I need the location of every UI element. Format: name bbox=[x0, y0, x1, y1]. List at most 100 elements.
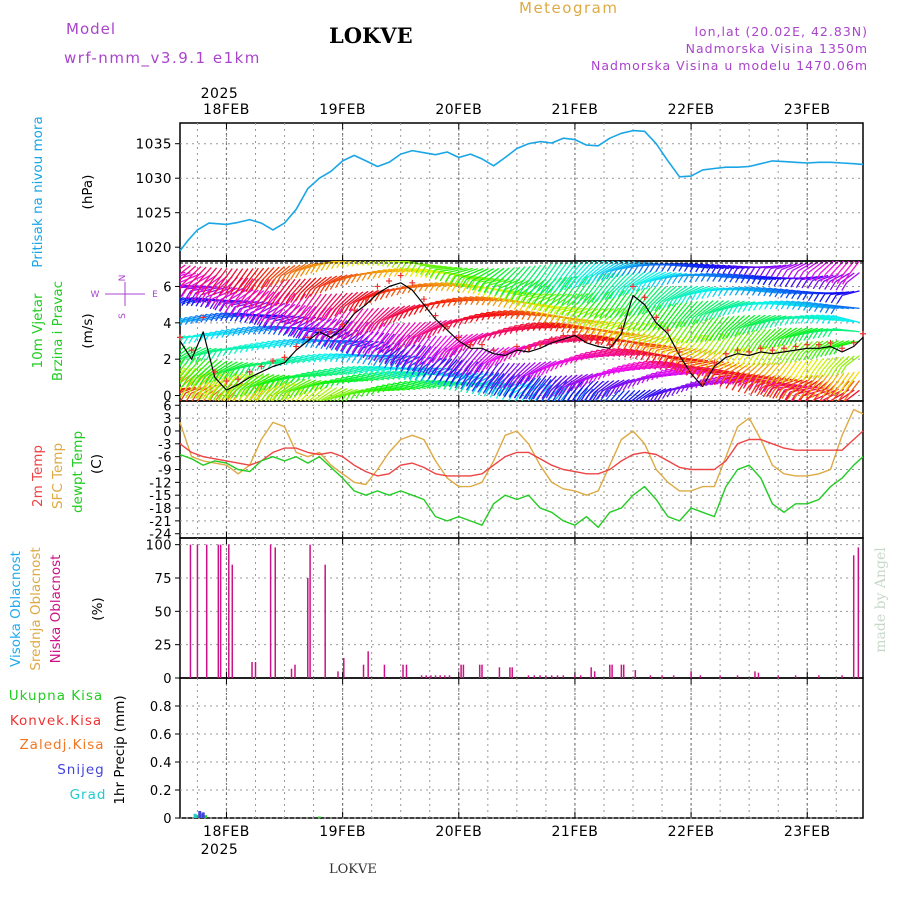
wind-barb-flag bbox=[313, 369, 320, 379]
wind-barb-flag bbox=[619, 308, 626, 318]
wind-barb bbox=[614, 389, 625, 401]
wind-barb-flag bbox=[609, 386, 616, 396]
wind-barb-flag bbox=[273, 339, 280, 349]
wind-barb bbox=[692, 347, 709, 359]
wind-barb-flag bbox=[734, 359, 741, 369]
wind-barb-flag bbox=[269, 298, 277, 307]
wind-barb-flag bbox=[276, 402, 281, 410]
wind-barb-flag bbox=[369, 366, 376, 375]
wind-barb-flag bbox=[518, 286, 525, 296]
wind-barb-flag bbox=[795, 279, 802, 288]
wind-barb bbox=[589, 380, 604, 395]
wind-barb-flag bbox=[637, 322, 644, 331]
wind-barb-flag bbox=[214, 395, 220, 401]
wind-barb-flag bbox=[212, 300, 219, 310]
wind-barb-flag bbox=[827, 315, 834, 324]
wind-barb-flag bbox=[809, 272, 816, 281]
wind-barb-flag bbox=[334, 307, 341, 317]
wind-barb-flag bbox=[465, 377, 473, 387]
wind-barb bbox=[460, 372, 479, 380]
wind-barb-flag bbox=[669, 354, 676, 363]
wind-key-s: S bbox=[118, 313, 128, 319]
wind-barb-flag bbox=[373, 322, 380, 331]
wind-barb bbox=[180, 335, 181, 337]
wind-barb bbox=[180, 367, 191, 383]
wind-barb bbox=[482, 347, 505, 365]
wind-barb-flag bbox=[408, 337, 415, 347]
wind-barb-flag bbox=[381, 371, 388, 380]
wind-barb-flag bbox=[189, 355, 196, 365]
wind-barb-flag bbox=[573, 279, 580, 289]
wind-barb-flag bbox=[752, 375, 759, 385]
wind-barb-flag bbox=[480, 379, 487, 389]
wind-barb bbox=[717, 264, 735, 270]
wind-barb bbox=[217, 287, 244, 302]
wind-barb bbox=[614, 271, 636, 292]
wind-barb-flag bbox=[524, 303, 531, 313]
wind-barb bbox=[718, 315, 735, 333]
wind-barb-flag bbox=[256, 316, 263, 326]
wind-barb bbox=[432, 335, 453, 357]
wind-barb bbox=[265, 266, 280, 281]
wind-barb bbox=[280, 264, 296, 277]
wind-barb-flag bbox=[592, 373, 600, 382]
wind-barb bbox=[290, 263, 306, 274]
wind-barb bbox=[606, 379, 625, 391]
wind-barb-flag bbox=[712, 310, 720, 319]
wind-barb-flag bbox=[215, 312, 222, 322]
wind-barb bbox=[765, 264, 782, 269]
wind-barb bbox=[488, 267, 510, 285]
wind-barb-flag bbox=[784, 393, 791, 401]
wind-barb-flag bbox=[774, 288, 781, 298]
wind-barb-flag bbox=[493, 387, 500, 396]
wind-barb bbox=[812, 274, 829, 282]
wind-barb-flag bbox=[282, 327, 289, 337]
wind-barb-flag bbox=[419, 304, 426, 314]
wind-barb-flag bbox=[577, 326, 584, 336]
wind-barb-flag bbox=[466, 280, 473, 290]
precip-bar-snijeg bbox=[198, 811, 202, 818]
wind-barb-flag bbox=[592, 326, 599, 335]
wind-barb-flag bbox=[289, 315, 296, 325]
wind-barb-flag bbox=[435, 299, 443, 309]
wind-barb-flag bbox=[817, 329, 824, 339]
wind-barb-flag bbox=[604, 403, 609, 411]
wind-barb-flag bbox=[554, 283, 561, 293]
wind-barb-flag bbox=[596, 349, 603, 358]
wind-barb bbox=[470, 361, 484, 379]
wind-barb-flag bbox=[766, 388, 773, 397]
wind-barb bbox=[223, 268, 239, 288]
wind-barb bbox=[391, 322, 411, 345]
wind-barb-flag bbox=[392, 314, 399, 323]
wind-barb-flag bbox=[247, 326, 254, 335]
wind-barb-flag bbox=[533, 295, 540, 305]
wind-barb bbox=[797, 261, 813, 272]
wind-barb-flag bbox=[262, 325, 270, 335]
wind-barb-flag bbox=[489, 388, 496, 398]
wind-barb-flag bbox=[561, 312, 568, 322]
wind-barb bbox=[240, 268, 254, 286]
wind-barb-flag bbox=[836, 275, 843, 285]
wind-barb-flag bbox=[475, 379, 482, 388]
wind-barb-flag bbox=[356, 273, 363, 283]
wind-barb-flag bbox=[693, 358, 700, 367]
wind-barb-flag bbox=[634, 350, 641, 360]
wind-barb-flag bbox=[361, 261, 367, 266]
wind-barb-flag bbox=[239, 366, 246, 375]
wind-barb-flag bbox=[172, 298, 177, 306]
ylabel-wind-1: 10m Vjetar bbox=[30, 293, 46, 368]
wind-barb-flag bbox=[250, 363, 257, 373]
wind-barb-flag bbox=[297, 403, 302, 411]
wind-barb-flag bbox=[201, 286, 208, 296]
wind-barb-flag bbox=[671, 297, 678, 307]
wind-barb-flag bbox=[528, 300, 535, 309]
ytick-label-pressure: 1030 bbox=[136, 171, 172, 187]
wind-barb-flag bbox=[481, 296, 488, 306]
wind-barb bbox=[588, 308, 604, 319]
wind-barb-flag bbox=[547, 397, 551, 401]
wind-barb bbox=[701, 300, 724, 316]
wind-barb-flag bbox=[366, 271, 374, 280]
wind-barb bbox=[832, 328, 860, 333]
wind-barb bbox=[360, 307, 380, 329]
wind-barb-flag bbox=[632, 333, 639, 342]
